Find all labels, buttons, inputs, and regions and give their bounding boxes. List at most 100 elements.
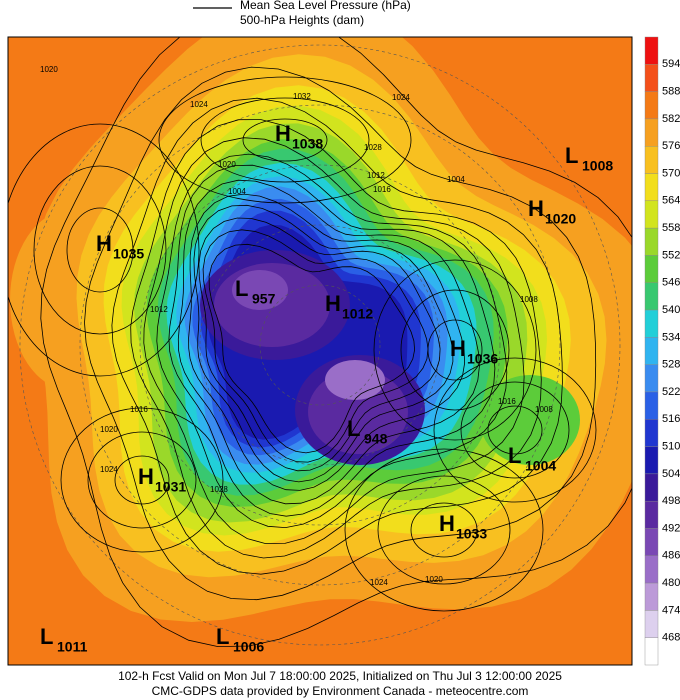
colorbar-bin bbox=[644, 582, 659, 611]
isobar-label: 1004 bbox=[447, 175, 465, 184]
pressure-center-type: H bbox=[528, 196, 544, 221]
isobar bbox=[487, 405, 543, 455]
pressure-center-value: 1038 bbox=[292, 136, 323, 152]
colorbar-bin bbox=[644, 610, 659, 638]
pressure-center-value: 1004 bbox=[525, 458, 556, 474]
isobar bbox=[66, 207, 134, 293]
isobar bbox=[377, 475, 511, 585]
isobar bbox=[460, 381, 570, 479]
colorbar-bin bbox=[644, 637, 659, 666]
latitude-circle bbox=[259, 284, 381, 406]
colorbar-label: 504 bbox=[662, 468, 680, 480]
latitude-circle bbox=[199, 224, 441, 466]
isobar bbox=[188, 193, 466, 491]
isobar-label: 1032 bbox=[293, 92, 311, 101]
latitude-circle bbox=[139, 164, 501, 526]
colorbar-bin bbox=[644, 200, 659, 229]
isobar bbox=[177, 179, 480, 505]
isobar bbox=[202, 229, 429, 463]
pressure-center-value: 957 bbox=[252, 291, 276, 307]
latitude-circle bbox=[19, 44, 621, 646]
colorbar-label: 576 bbox=[662, 140, 680, 152]
isobar-label: 1020 bbox=[100, 425, 118, 434]
isobar bbox=[130, 119, 542, 559]
isobar bbox=[84, 66, 597, 601]
isobar-label: 1016 bbox=[498, 397, 516, 406]
colorbar-label: 534 bbox=[662, 331, 680, 343]
isobar-label: 1028 bbox=[210, 485, 228, 494]
colorbar-label: 558 bbox=[662, 222, 680, 234]
isobar bbox=[193, 204, 454, 483]
isobar-label: 1024 bbox=[100, 465, 118, 474]
pressure-center-value: 1035 bbox=[113, 246, 144, 262]
pressure-center-type: H bbox=[439, 511, 455, 536]
trough-core bbox=[232, 270, 288, 310]
isobar-label: 1024 bbox=[190, 100, 208, 109]
green-patch bbox=[480, 375, 580, 465]
isobar bbox=[400, 289, 510, 411]
pressure-center-type: H bbox=[325, 291, 341, 316]
colorbar-label: 528 bbox=[662, 359, 680, 371]
isobar bbox=[156, 153, 508, 529]
isobar bbox=[111, 97, 563, 575]
colorbar-bin bbox=[644, 36, 659, 65]
pressure-center-value: 1033 bbox=[456, 526, 487, 542]
colorbar-bin bbox=[644, 173, 659, 202]
pressure-center-type: L bbox=[565, 143, 578, 168]
isobar bbox=[143, 137, 525, 545]
pressure-center-type: H bbox=[275, 121, 291, 146]
legend-item: Mean Sea Level Pressure (hPa) bbox=[240, 0, 411, 12]
isobar-label: 1012 bbox=[150, 305, 168, 314]
colorbar-label: 570 bbox=[662, 167, 680, 179]
pressure-center-type: L bbox=[40, 624, 53, 649]
isobar-label: 1024 bbox=[370, 578, 388, 587]
colorbar-bin bbox=[644, 364, 659, 393]
pressure-center-value: 1011 bbox=[57, 639, 88, 655]
footer-line: 102-h Fcst Valid on Mon Jul 7 18:00:00 2… bbox=[118, 669, 562, 683]
isobar bbox=[433, 357, 597, 503]
pressure-center-value: 1012 bbox=[342, 306, 373, 322]
pressure-center-type: L bbox=[347, 416, 360, 441]
isobar-label: 1020 bbox=[40, 65, 58, 74]
colorbar-bin bbox=[644, 446, 659, 475]
colorbar-bin bbox=[644, 528, 659, 556]
isobar bbox=[427, 319, 483, 381]
legend-item: 500-hPa Heights (dam) bbox=[240, 13, 364, 27]
colorbar-label: 468 bbox=[662, 632, 680, 644]
colorbar-label: 540 bbox=[662, 304, 680, 316]
colorbar-bin bbox=[644, 309, 659, 338]
isobar-label: 1016 bbox=[130, 405, 148, 414]
pressure-center-type: H bbox=[96, 231, 112, 256]
colorbar-label: 594 bbox=[662, 58, 680, 70]
isobar bbox=[373, 259, 537, 441]
isobar bbox=[168, 164, 496, 517]
colorbar-label: 564 bbox=[662, 195, 680, 207]
colorbar-bin bbox=[644, 419, 659, 447]
pressure-center-type: L bbox=[235, 276, 248, 301]
colorbar-label: 552 bbox=[662, 249, 680, 261]
colorbar-bin bbox=[644, 555, 659, 584]
isobar-label: 1008 bbox=[535, 405, 553, 414]
colorbar-label: 474 bbox=[662, 604, 680, 616]
isobar bbox=[410, 502, 478, 558]
isobar bbox=[344, 448, 544, 612]
isobar bbox=[114, 455, 170, 505]
colorbar-bin bbox=[644, 391, 659, 420]
pressure-center-type: L bbox=[216, 624, 229, 649]
map-frame bbox=[7, 36, 633, 666]
colorbar-label: 492 bbox=[662, 522, 680, 534]
colorbar-label: 582 bbox=[662, 113, 680, 125]
isobar bbox=[208, 243, 416, 454]
footer-line: CMC-GDPS data provided by Environment Ca… bbox=[152, 684, 529, 698]
isobar-label: 1004 bbox=[228, 187, 246, 196]
colorbar-label: 480 bbox=[662, 577, 680, 589]
pressure-center-value: 1020 bbox=[545, 211, 576, 227]
colorbar-label: 522 bbox=[662, 386, 680, 398]
colorbar-bin bbox=[644, 91, 659, 120]
colorbar-bin bbox=[644, 282, 659, 311]
colorbar-label: 486 bbox=[662, 550, 680, 562]
pressure-center-value: 1031 bbox=[155, 479, 186, 495]
